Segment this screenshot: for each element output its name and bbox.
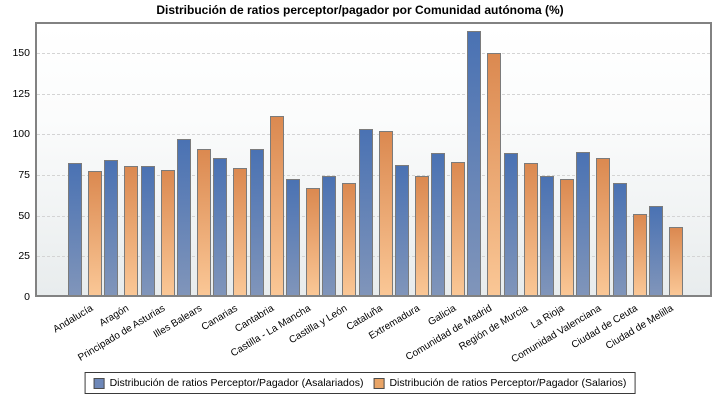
bar-salarios-7 bbox=[342, 182, 357, 295]
bar-salarios-2 bbox=[160, 169, 175, 295]
y-tick-label-25: 25 bbox=[18, 250, 30, 263]
bar-asalariados-14 bbox=[576, 151, 591, 295]
legend-item-asalariados: Distribución de ratios Perceptor/Pagador… bbox=[93, 377, 364, 389]
bar-asalariados-7 bbox=[322, 176, 337, 295]
bar-salarios-1 bbox=[124, 166, 139, 295]
plot-area bbox=[35, 22, 712, 297]
bar-asalariados-4 bbox=[213, 158, 228, 295]
bar-asalariados-12 bbox=[503, 153, 518, 295]
bar-asalariados-0 bbox=[68, 163, 83, 295]
chart-title: Distribución de ratios perceptor/pagador… bbox=[156, 3, 564, 17]
bar-salarios-15 bbox=[632, 213, 647, 295]
bar-salarios-16 bbox=[668, 226, 683, 295]
legend-label-salarios: Distribución de ratios Perceptor/Pagador… bbox=[389, 377, 627, 389]
bar-asalariados-15 bbox=[612, 182, 627, 295]
bar-asalariados-6 bbox=[285, 179, 300, 295]
y-tick-label-0: 0 bbox=[24, 291, 30, 303]
gridline-75 bbox=[37, 174, 710, 176]
x-axis-label-0: Andalucía bbox=[51, 303, 95, 336]
bar-salarios-13 bbox=[559, 179, 574, 295]
bar-salarios-11 bbox=[487, 52, 502, 295]
legend-swatch-asalariados bbox=[93, 377, 105, 389]
y-tick-label-50: 50 bbox=[18, 209, 30, 222]
bar-asalariados-2 bbox=[140, 166, 155, 295]
bar-asalariados-5 bbox=[249, 148, 264, 295]
y-tick-label-75: 75 bbox=[18, 168, 30, 181]
bar-asalariados-1 bbox=[104, 159, 119, 295]
y-tick-label-150: 150 bbox=[12, 46, 30, 59]
gridline-100 bbox=[37, 134, 710, 136]
bar-asalariados-11 bbox=[467, 31, 482, 295]
bar-asalariados-10 bbox=[431, 153, 446, 295]
bar-salarios-6 bbox=[305, 187, 320, 295]
gridline-25 bbox=[37, 256, 710, 258]
bar-salarios-5 bbox=[269, 116, 284, 295]
y-tick-label-100: 100 bbox=[12, 128, 30, 141]
gridline-50 bbox=[37, 215, 710, 217]
bar-salarios-14 bbox=[596, 158, 611, 295]
bar-asalariados-8 bbox=[358, 129, 373, 295]
bar-salarios-8 bbox=[378, 130, 393, 295]
bar-asalariados-13 bbox=[539, 176, 554, 295]
bar-asalariados-3 bbox=[177, 138, 192, 295]
bar-salarios-3 bbox=[197, 148, 212, 295]
legend-item-salarios: Distribución de ratios Perceptor/Pagador… bbox=[373, 377, 626, 389]
legend: Distribución de ratios Perceptor/Pagador… bbox=[84, 372, 636, 394]
legend-label-asalariados: Distribución de ratios Perceptor/Pagador… bbox=[109, 377, 364, 389]
bar-asalariados-16 bbox=[648, 205, 663, 295]
gridline-150 bbox=[37, 52, 710, 54]
bar-salarios-9 bbox=[414, 176, 429, 295]
bar-asalariados-9 bbox=[394, 164, 409, 295]
bar-salarios-0 bbox=[88, 171, 103, 295]
bar-salarios-12 bbox=[523, 163, 538, 295]
legend-swatch-salarios bbox=[373, 377, 385, 389]
x-axis-label-12: Región de Murcia bbox=[457, 303, 531, 353]
x-axis-label-4: Canarias bbox=[200, 303, 240, 334]
x-axis-label-16: Ciudad de Melilla bbox=[604, 303, 676, 352]
bar-salarios-4 bbox=[233, 168, 248, 295]
gridline-125 bbox=[37, 93, 710, 95]
bar-salarios-10 bbox=[451, 161, 466, 295]
y-tick-label-125: 125 bbox=[12, 87, 30, 100]
